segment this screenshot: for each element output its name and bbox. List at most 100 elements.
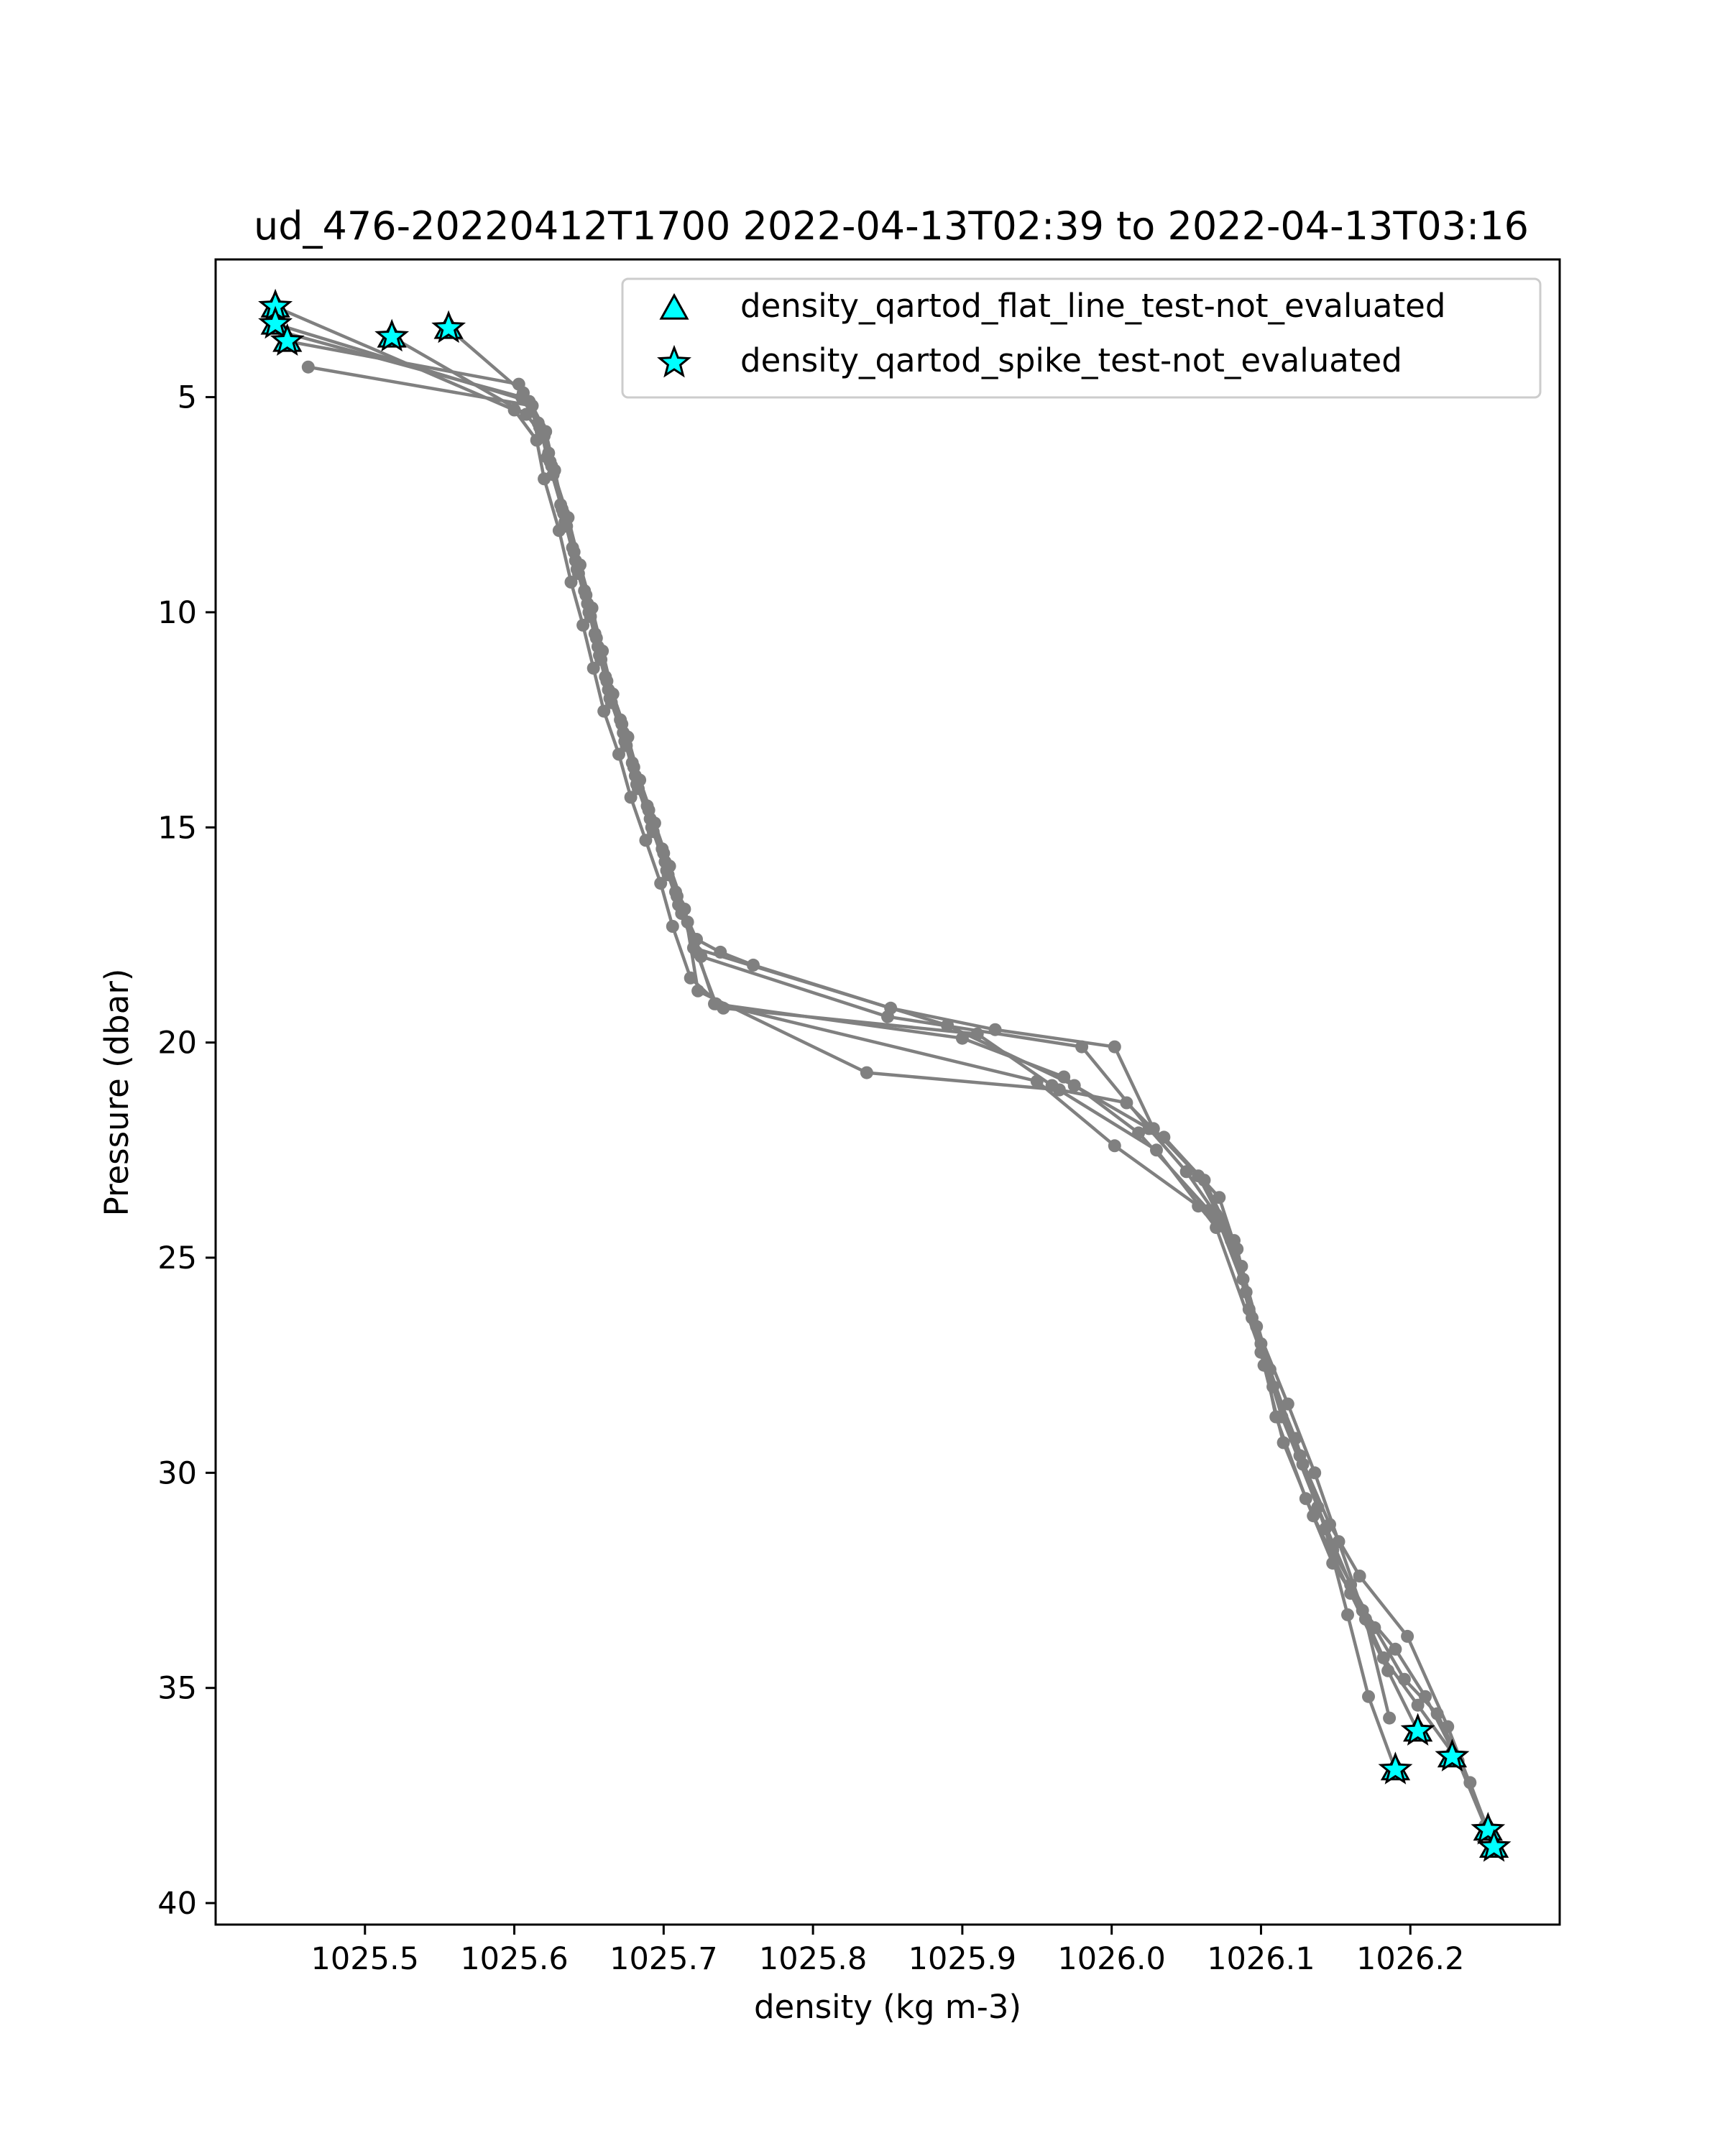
x-tick-label: 1025.6 bbox=[460, 1941, 568, 1977]
legend-label-flat-line: density_qartod_flat_line_test-not_evalua… bbox=[740, 287, 1445, 325]
profile-line-4 bbox=[284, 331, 1496, 1848]
profile-point bbox=[1411, 1698, 1425, 1712]
profile-point bbox=[1344, 1578, 1358, 1591]
x-tick-label: 1025.8 bbox=[759, 1941, 867, 1977]
profile-point bbox=[560, 520, 574, 533]
profile-point bbox=[1441, 1720, 1455, 1733]
profile-point bbox=[584, 609, 597, 623]
legend-box bbox=[621, 277, 1542, 399]
x-axis: 1025.5 1025.6 1025.7 1025.8 1025.9 1026.0 1026… bbox=[311, 1925, 1464, 1977]
profile-point bbox=[1179, 1165, 1193, 1179]
profile-point bbox=[1157, 1130, 1171, 1144]
profile-point bbox=[1353, 1570, 1366, 1583]
chart-title: ud_476-20220412T1700 2022-04-13T02:39 to… bbox=[254, 203, 1529, 249]
x-tick-label: 1026.1 bbox=[1207, 1941, 1315, 1977]
profile-point bbox=[525, 399, 539, 413]
profile-point bbox=[594, 653, 608, 666]
profile-line-6 bbox=[447, 327, 1490, 1831]
profile-point bbox=[1108, 1040, 1121, 1054]
spike-flag-marker bbox=[1378, 1751, 1413, 1784]
profile-point bbox=[691, 984, 705, 998]
spike-flag-marker bbox=[1400, 1713, 1435, 1746]
profile-point bbox=[1030, 1074, 1044, 1088]
profile-point bbox=[941, 1018, 954, 1032]
profile-point bbox=[1376, 1651, 1390, 1664]
y-tick-label: 25 bbox=[157, 1240, 197, 1276]
profile-line-2 bbox=[275, 322, 1420, 1732]
y-tick-label: 35 bbox=[157, 1671, 197, 1707]
profile-point bbox=[860, 1066, 873, 1079]
legend: density_qartod_flat_line_test-not_evalua… bbox=[621, 277, 1542, 399]
legend-triangle-marker bbox=[659, 292, 689, 320]
spike-flag-marker bbox=[258, 305, 293, 339]
profile-point bbox=[571, 567, 585, 581]
series-layer bbox=[269, 300, 1501, 1854]
spike-flag-marker bbox=[1476, 1829, 1512, 1862]
profile-point bbox=[1276, 1436, 1290, 1450]
profile-point bbox=[681, 916, 694, 929]
profile-point bbox=[1389, 1642, 1402, 1656]
x-tick-label: 1025.5 bbox=[311, 1941, 419, 1977]
profile-point bbox=[517, 386, 530, 400]
profile-point bbox=[639, 834, 653, 847]
profile-point bbox=[1246, 1311, 1259, 1325]
profile-point bbox=[620, 739, 633, 752]
profile-point bbox=[576, 618, 590, 632]
y-tick-label: 5 bbox=[178, 380, 197, 416]
profile-point bbox=[881, 1010, 894, 1023]
profile-point bbox=[1057, 1070, 1071, 1084]
profile-point bbox=[564, 576, 578, 589]
x-tick-label: 1026.2 bbox=[1356, 1941, 1464, 1977]
y-tick-label: 10 bbox=[157, 595, 197, 631]
x-tick-label: 1026.0 bbox=[1057, 1941, 1165, 1977]
profile-point bbox=[624, 791, 638, 804]
profile-point bbox=[1120, 1096, 1133, 1110]
profile-point bbox=[1108, 1139, 1121, 1153]
spike-flag-marker bbox=[374, 318, 410, 352]
y-axis-label: Pressure (dbar) bbox=[98, 969, 136, 1217]
profile-point bbox=[586, 661, 600, 675]
profile-line-3 bbox=[275, 305, 1397, 1771]
profile-point bbox=[612, 747, 625, 761]
profile-point bbox=[1275, 1410, 1289, 1424]
spike-flag-marker bbox=[270, 323, 305, 356]
y-tick-label: 20 bbox=[157, 1026, 197, 1061]
profile-point bbox=[539, 425, 553, 438]
profile-point bbox=[1311, 1501, 1325, 1514]
plot-area-frame bbox=[214, 258, 1561, 1926]
profile-point bbox=[661, 868, 675, 882]
profile-point bbox=[538, 472, 551, 486]
profile-point bbox=[955, 1031, 969, 1045]
spike-flag-marker bbox=[431, 310, 466, 344]
y-tick-label: 40 bbox=[157, 1886, 197, 1922]
profile-point bbox=[1132, 1126, 1146, 1140]
profile-point bbox=[301, 360, 315, 374]
profile-point bbox=[632, 782, 645, 796]
y-tick-label: 30 bbox=[157, 1455, 197, 1491]
profile-point bbox=[1308, 1466, 1322, 1480]
profile-point bbox=[1341, 1608, 1354, 1621]
profile-point bbox=[548, 464, 561, 477]
legend-star-marker bbox=[657, 344, 691, 378]
profile-point bbox=[1052, 1083, 1066, 1097]
profile-point bbox=[1213, 1191, 1226, 1204]
profile-point bbox=[708, 997, 721, 1010]
profile-point bbox=[597, 704, 611, 718]
flag-marker-layer bbox=[258, 288, 1512, 1862]
profile-line-1 bbox=[287, 339, 1487, 1827]
y-axis: 5 10 15 20 25 30 35 40 bbox=[157, 380, 216, 1922]
profile-point bbox=[1383, 1711, 1397, 1725]
profile-point bbox=[1401, 1629, 1414, 1643]
x-tick-label: 1025.7 bbox=[610, 1941, 717, 1977]
x-tick-label: 1025.9 bbox=[908, 1941, 1016, 1977]
x-axis-label: density (kg m-3) bbox=[754, 1988, 1021, 2026]
profile-point bbox=[1202, 1204, 1215, 1217]
spike-flag-marker bbox=[1471, 1812, 1506, 1845]
profile-point bbox=[1228, 1234, 1241, 1248]
profile-point bbox=[654, 877, 668, 890]
profile-point bbox=[604, 696, 618, 709]
legend-label-spike: density_qartod_spike_test-not_evaluated bbox=[740, 341, 1402, 379]
profile-point bbox=[646, 825, 660, 839]
profile-point bbox=[666, 920, 679, 933]
